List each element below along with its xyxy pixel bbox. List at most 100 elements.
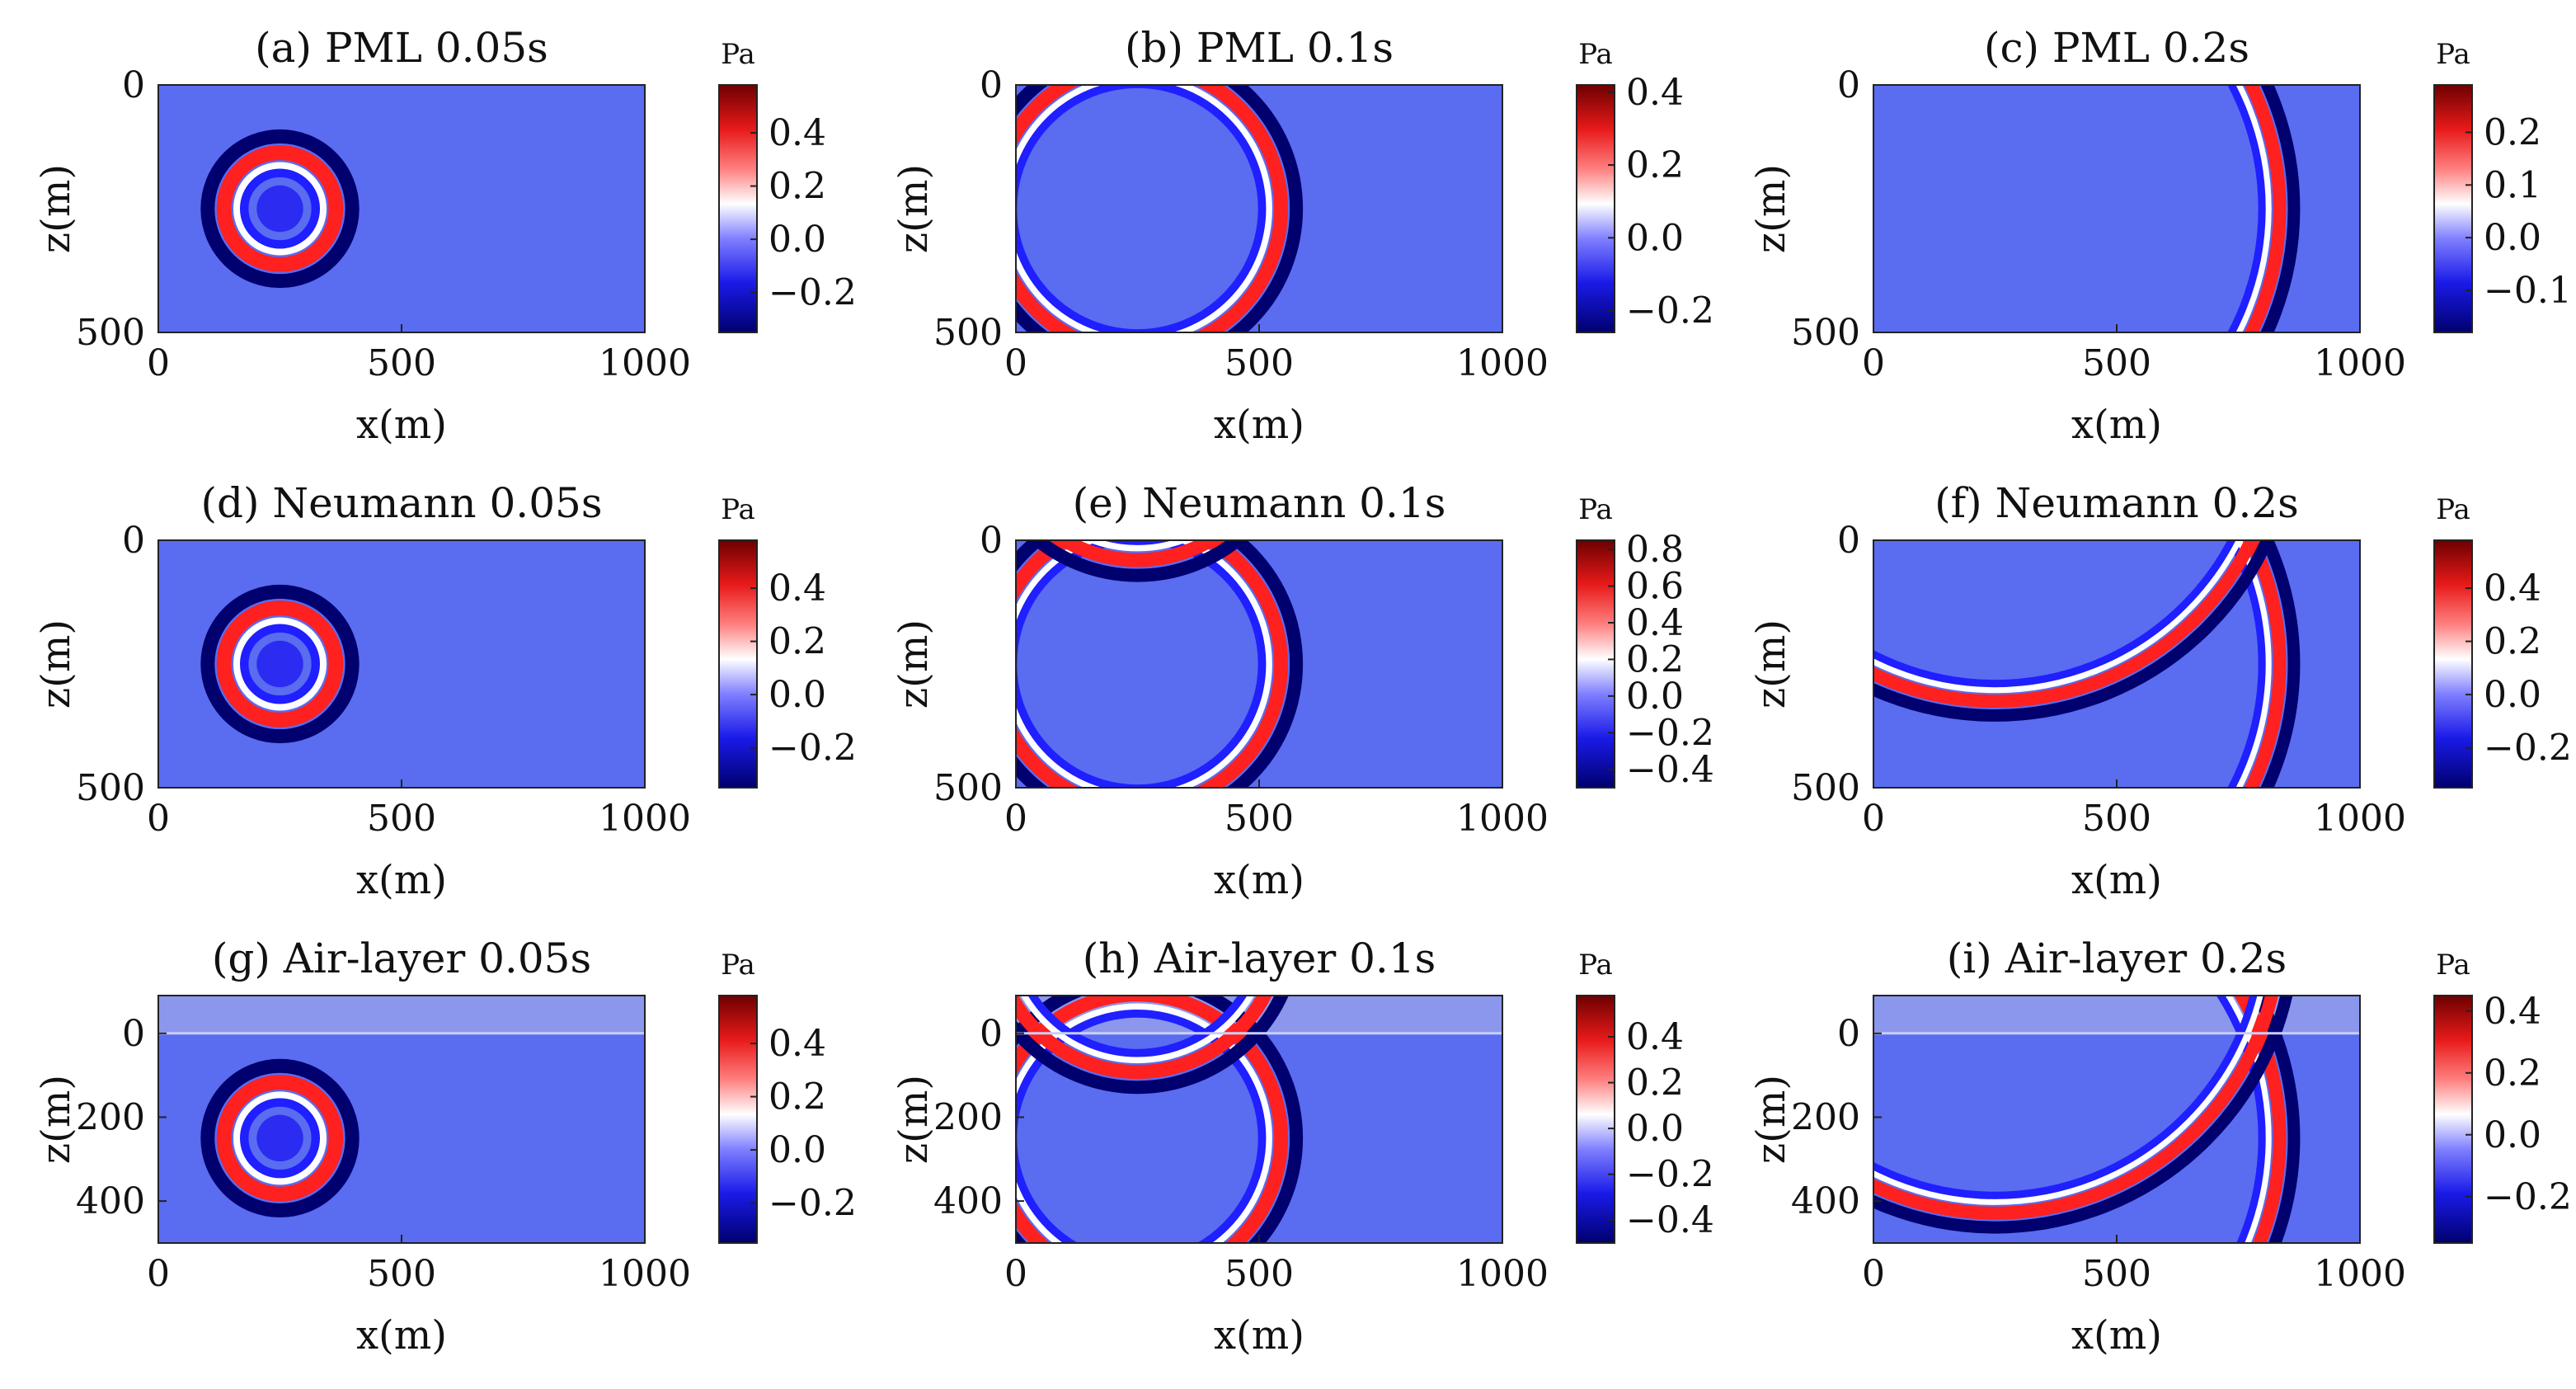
y-tick-label: 500 [933,767,1003,809]
colorbar-tick-label: −0.2 [2484,1176,2572,1218]
wavefront-0-band-2 [1016,85,1272,332]
y-tick-label: 500 [1791,312,1860,354]
wavefront-0-band-0 [1016,996,1304,1243]
colorbar-tick-label: 0.4 [769,567,826,610]
colorbar-tick-label: 0.4 [2484,991,2541,1033]
colorbar-tick-label: 0.2 [769,621,826,663]
wavefront-core [256,640,303,688]
wavefront-0-band-3 [2227,540,2266,788]
wavefront-0-band-3 [1016,540,1267,788]
x-tick-label: 1000 [2314,798,2406,840]
panel-title: (d) Neumann 0.05s [201,479,603,527]
wavefront-1-band-1 [1873,996,2278,1220]
x-tick-label: 1000 [2314,1253,2406,1295]
wavefront-0-band-1 [1016,540,1288,788]
x-tick-label: 500 [2082,342,2151,384]
colorbar-tick-label: 0.2 [1626,1062,1684,1104]
colorbar [718,84,758,333]
wavefront-0-band-1 [1016,996,1288,1243]
panel-b: (b) PML 0.1s0 500 1000x(m)0500z(m)Pa0.40.2… [891,24,1714,448]
y-tick-label: 200 [933,1096,1003,1138]
y-axis-label: z(m) [891,1075,937,1164]
panel-title: (c) PML 0.2s [1984,24,2249,72]
x-tick-label: 500 [367,342,436,384]
y-axis-label: z(m) [33,164,79,253]
x-tick-label: 1000 [2314,342,2406,384]
x-tick-label: 0 [1862,342,1885,384]
colorbar-tick-label: −0.2 [769,727,857,770]
panel-title: (e) Neumann 0.1s [1073,479,1446,527]
panel-title: (h) Air-layer 0.1s [1083,935,1436,982]
panel-h: (h) Air-layer 0.1s 0 500 1000 x(m) 0 200 400 z(m… [891,935,1714,1358]
colorbar-tick-label: 0.2 [2484,1052,2541,1095]
wavefront-1-band-3 [1027,996,1248,1057]
wavefront-1-band-1 [1873,540,2259,708]
colorbar-tick-label: −0.1 [2484,270,2572,312]
wavefront-1-band-3 [1873,540,2236,688]
wavefront-0-band-2 [1016,1003,1272,1243]
colorbar-tick-label: 0.2 [1626,144,1684,186]
wavefront-0-band-3 [240,624,320,704]
panel-f: (f) Neumann 0.2s0 500 1000x(m)0500z(m)Pa0.… [1748,479,2572,903]
colorbar [1576,539,1615,789]
colorbar-tick-label: 0.0 [1626,676,1684,718]
y-axis-label: z(m) [1748,1075,1794,1164]
colorbar-tick-label: 0.4 [1626,602,1684,644]
wavefront-0-band-3 [2227,85,2266,332]
wavefront-0-band-0 [200,584,360,744]
x-tick-label: 0 [1004,798,1027,840]
colorbar-tick-label: −0.2 [769,1183,857,1225]
panel-g: (g) Air-layer 0.05s 0 500 1000 x(m) 0 200 400 z(… [33,935,857,1358]
colorbar-tick-label: 0.2 [2484,621,2541,663]
wavefield [1873,85,2360,332]
colorbar [2433,84,2473,333]
colorbar-tick-label: 0.0 [2484,217,2541,259]
wavefront-0-band-1 [2244,540,2287,788]
colorbar-tick-label: 0.6 [1626,566,1684,608]
panel-c: (c) PML 0.2s0 500 1000x(m)0500z(m)Pa0.20.1… [1748,24,2572,448]
colorbar [1576,995,1615,1244]
x-tick-label: 500 [1225,1253,1294,1295]
colorbar-tick-label: 0.0 [769,1129,826,1171]
wavefront-0-band-0 [1016,85,1304,332]
x-tick-label: 0 [1004,1253,1027,1295]
wavefield [1016,540,1502,788]
y-tick-label: 0 [980,1013,1003,1055]
colorbar-tick-label: 0.2 [2484,111,2541,153]
wavefront-0-band-1 [216,145,344,272]
colorbar-tick-label: 0.0 [1626,1108,1684,1150]
colorbar-tick-label: 0.8 [1626,529,1684,571]
wavefront-1-band-3 [1873,996,2258,1199]
wavefield [1016,996,1502,1243]
wavefront-0-band-0 [200,129,360,289]
wavefield [1016,85,1502,332]
colorbar-unit: Pa [1578,493,1613,526]
panel-title: (g) Air-layer 0.05s [212,935,591,982]
panel-title: (f) Neumann 0.2s [1934,479,2299,527]
colorbar-unit: Pa [2436,38,2470,71]
panel-title: (i) Air-layer 0.2s [1947,935,2287,982]
wavefront-1-band-0 [1016,996,1289,1095]
x-tick-label: 1000 [1456,1253,1549,1295]
x-tick-label: 1000 [1456,342,1549,384]
colorbar-tick-label: 0.0 [1626,217,1684,259]
colorbar [2433,539,2473,789]
colorbar-tick-label: 0.4 [2484,567,2541,610]
y-tick-label: 400 [1791,1180,1860,1222]
x-axis-label: x(m) [2071,1312,2162,1358]
wavefront-0-band-1 [216,600,344,727]
wavefront-0-band-0 [2260,540,2301,788]
wavefront-1-band-2 [1873,996,2263,1205]
y-tick-label: 500 [1791,767,1860,809]
colorbar-unit: Pa [1578,38,1613,71]
wavefront-0-band-0 [1016,540,1304,788]
wavefront-core [256,1114,303,1162]
y-tick-label: 0 [980,520,1003,562]
y-tick-label: 0 [980,64,1003,106]
wavefront-0-band-0 [2260,85,2301,332]
wavefront-1-band-0 [1027,540,1248,582]
y-tick-label: 500 [76,312,145,354]
panel-i: (i) Air-layer 0.2s 0 500 1000 x(m) 0 200 400 z(m… [1748,935,2572,1358]
